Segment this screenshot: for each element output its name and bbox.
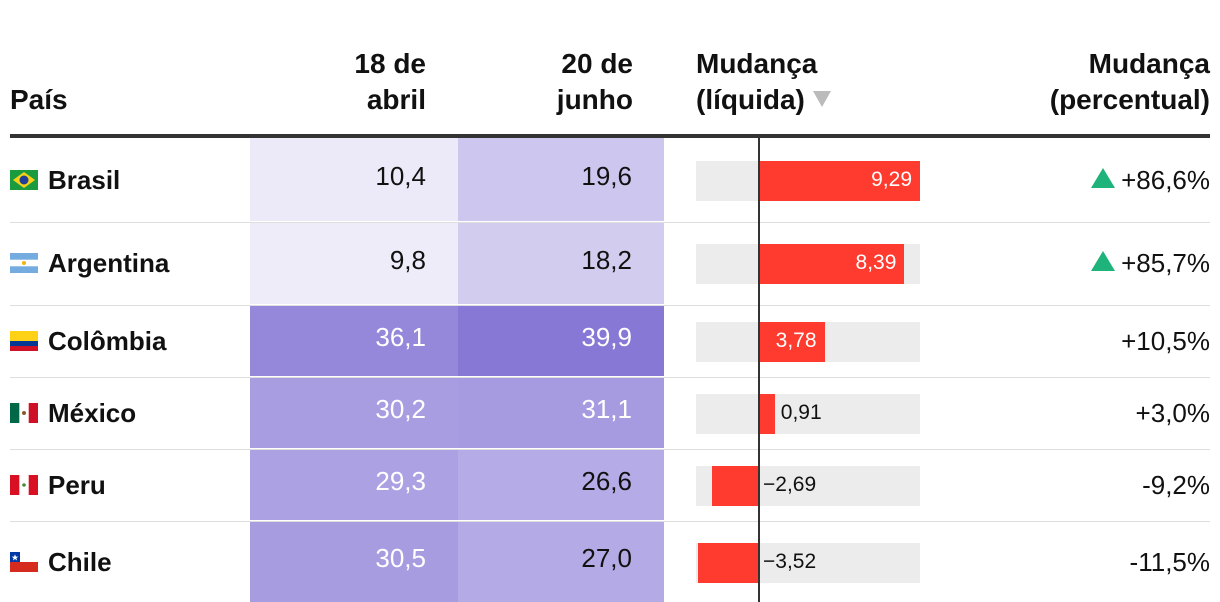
jun20-cell: 19,6 <box>458 138 664 221</box>
country-name: México <box>48 397 137 428</box>
table-row[interactable]: Argentina 9,8 18,2 8,39 +85,7% <box>0 222 1220 304</box>
apr18-cell: 36,1 <box>250 305 458 376</box>
row-separator <box>10 305 1210 306</box>
country-name: Peru <box>48 469 106 500</box>
mexico-flag-icon <box>10 399 38 427</box>
percent-change: +85,7% <box>1091 248 1210 279</box>
percent-change-value: -9,2% <box>1142 469 1210 500</box>
net-change-bar <box>712 465 759 506</box>
table-row[interactable]: Peru 29,3 26,6 −2,69 -9,2% <box>0 449 1220 520</box>
country-name: Chile <box>48 546 112 577</box>
header-jun20-line2: junho <box>556 84 633 115</box>
apr18-cell: 10,4 <box>250 138 458 221</box>
percent-change: +86,6% <box>1091 165 1210 196</box>
net-change-bar <box>759 393 775 434</box>
percent-change-value: -11,5% <box>1129 546 1210 577</box>
up-triangle-icon <box>1091 167 1116 188</box>
net-change-bar <box>759 244 905 284</box>
header-pct-line1: Mudança <box>1088 48 1210 79</box>
jun20-cell: 31,1 <box>458 377 664 448</box>
sort-down-triangle-icon[interactable] <box>812 91 831 107</box>
header-apr18-line1: 18 de <box>354 48 426 79</box>
country-name: Colômbia <box>48 325 167 356</box>
brazil-flag-icon <box>10 166 38 194</box>
net-change-bar <box>759 160 920 201</box>
header-net-line1: Mudança <box>696 48 818 79</box>
percent-change: +10,5% <box>1121 326 1210 357</box>
net-change-label: 8,39 <box>855 251 897 274</box>
jun20-cell: 27,0 <box>458 521 664 602</box>
header-jun20[interactable]: 20 de junho <box>458 46 633 118</box>
bar-track <box>696 393 920 434</box>
header-net-line2: (líquida) <box>696 84 805 115</box>
argentina-flag-icon <box>10 249 38 277</box>
row-separator <box>10 449 1210 450</box>
percent-change: -9,2% <box>1142 470 1210 501</box>
country-name: Argentina <box>48 248 170 278</box>
net-change-label: 9,29 <box>871 167 912 191</box>
percent-change-value: +86,6% <box>1121 164 1210 195</box>
net-change-label: 3,78 <box>775 328 817 352</box>
table-row[interactable]: Brasil 10,4 19,6 9,29 +86,6% <box>0 138 1220 221</box>
jun20-cell: 39,9 <box>458 305 664 376</box>
peru-flag-icon <box>10 471 38 499</box>
percent-change: +3,0% <box>1136 398 1210 429</box>
chile-flag-icon <box>10 548 38 576</box>
row-separator <box>10 222 1210 223</box>
header-country-label: País <box>10 84 68 115</box>
net-change-label: −3,52 <box>763 549 817 573</box>
table-row[interactable]: México 30,2 31,1 0,91 +3,0% <box>0 377 1220 448</box>
zero-axis-line <box>758 138 760 602</box>
net-change-label: 0,91 <box>780 400 822 424</box>
percent-change-value: +85,7% <box>1121 248 1210 278</box>
jun20-cell: 18,2 <box>458 222 664 304</box>
net-change-bar <box>697 542 759 583</box>
header-rule <box>10 134 1210 138</box>
header-jun20-line1: 20 de <box>561 48 633 79</box>
header-apr18-line2: abril <box>366 84 426 115</box>
colombia-flag-icon <box>10 327 38 355</box>
header-pct-line2: (percentual) <box>1049 84 1210 115</box>
percent-change-value: +10,5% <box>1121 325 1210 356</box>
header-apr18[interactable]: 18 de abril <box>250 46 426 118</box>
apr18-cell: 9,8 <box>250 222 458 304</box>
net-change-label: −2,69 <box>763 472 817 496</box>
table-row[interactable]: Colômbia 36,1 39,9 3,78 +10,5% <box>0 305 1220 376</box>
table-row[interactable]: Chile 30,5 27,0 −3,52 -11,5% <box>0 521 1220 602</box>
percent-change: -11,5% <box>1130 547 1210 578</box>
net-change-bar <box>759 321 825 362</box>
header-net[interactable]: Mudança (líquida) <box>696 46 831 118</box>
apr18-cell: 30,5 <box>250 521 458 602</box>
row-separator <box>10 377 1210 378</box>
apr18-cell: 29,3 <box>250 449 458 520</box>
apr18-cell: 30,2 <box>250 377 458 448</box>
jun20-cell: 26,6 <box>458 449 664 520</box>
up-triangle-icon <box>1091 251 1116 271</box>
header-pct[interactable]: Mudança (percentual) <box>1050 46 1210 118</box>
country-name: Brasil <box>48 164 121 195</box>
header-country[interactable]: País <box>10 82 68 118</box>
percent-change-value: +3,0% <box>1135 397 1210 428</box>
row-separator <box>10 521 1210 522</box>
